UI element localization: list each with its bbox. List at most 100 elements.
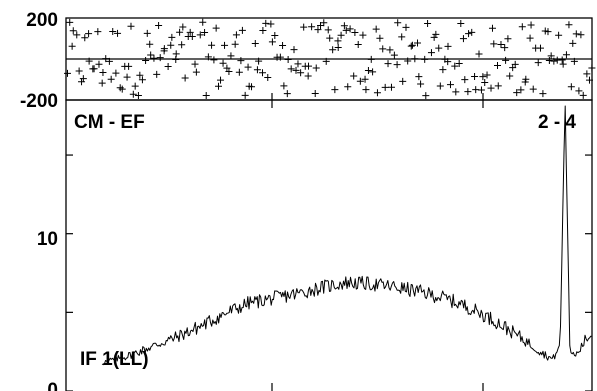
amplitude-x-ticks (271, 100, 484, 391)
phase-point (565, 21, 573, 29)
phase-point (379, 45, 387, 53)
phase-point (334, 37, 342, 45)
phase-ytick-label-top: 200 (26, 10, 58, 31)
phase-point (390, 51, 398, 59)
phase-point (235, 68, 243, 76)
phase-point (399, 77, 407, 85)
phase-point (238, 26, 246, 34)
phase-point (292, 66, 300, 74)
phase-point (506, 72, 514, 80)
phase-point (446, 81, 454, 89)
phase-point (75, 67, 83, 75)
phase-point (471, 72, 479, 80)
phase-point (337, 31, 345, 39)
phase-point (585, 76, 593, 84)
phase-point (287, 65, 295, 73)
phase-point (305, 62, 313, 70)
phase-point (164, 62, 172, 70)
phase-point (435, 44, 443, 52)
baseline-label: CM - EF (74, 112, 145, 133)
phase-point (468, 28, 476, 36)
phase-point (127, 22, 135, 30)
phase-point (550, 57, 558, 65)
phase-point (372, 25, 380, 33)
phase-point (464, 88, 472, 96)
if-polarization-label: IF 1(LL) (80, 349, 149, 370)
phase-point (502, 56, 510, 64)
phase-point (98, 79, 106, 87)
phase-point (329, 46, 337, 54)
phase-point (312, 64, 320, 72)
phase-point (350, 72, 358, 80)
phase-point (283, 90, 291, 98)
phase-point (202, 91, 210, 99)
phase-point (483, 71, 491, 79)
phase-point (417, 80, 425, 88)
phase-point (95, 60, 103, 68)
phase-point (411, 55, 419, 63)
phase-point (461, 76, 469, 84)
phase-point (156, 54, 164, 62)
phase-point (559, 60, 567, 68)
phase-point (331, 86, 339, 94)
phase-point (85, 57, 93, 65)
phase-point (290, 46, 298, 54)
phase-point (344, 83, 352, 91)
phase-point (237, 57, 245, 65)
phase-point (494, 62, 502, 70)
phase-point (369, 68, 377, 76)
phase-point (451, 62, 459, 70)
phase-point (562, 51, 570, 59)
phase-point (387, 83, 395, 91)
phase-point (294, 60, 302, 68)
phase-point (504, 35, 512, 43)
phase-point (394, 19, 402, 27)
phase-ytick-label-bottom: -200 (20, 91, 58, 112)
phase-point (284, 55, 292, 63)
phase-point (398, 33, 406, 41)
phase-point (544, 28, 552, 36)
phase-point (340, 22, 348, 30)
phase-point (210, 56, 218, 64)
phase-point (427, 49, 435, 57)
phase-point (160, 45, 168, 53)
phase-point (518, 23, 526, 31)
phase-point (199, 18, 207, 26)
phase-point (529, 85, 537, 93)
phase-point (424, 20, 432, 28)
phase-point (536, 44, 544, 52)
phase-point (342, 26, 350, 34)
phase-point (208, 41, 216, 49)
phase-point (490, 40, 498, 48)
phase-point (196, 31, 204, 39)
phase-point (63, 69, 71, 77)
phase-point (176, 28, 184, 36)
phase-point (326, 34, 334, 42)
phase-point (534, 59, 542, 67)
phase-point (188, 33, 196, 41)
phase-point (131, 82, 139, 90)
phase-point (304, 72, 312, 80)
phase-point (408, 41, 416, 49)
phase-point (477, 86, 485, 94)
phase-point (143, 29, 151, 37)
phase-point (147, 51, 155, 59)
phase-point (497, 40, 505, 48)
phase-point (381, 83, 389, 91)
phase-point (268, 38, 276, 46)
phase-point (255, 57, 263, 65)
phase-point (334, 43, 342, 51)
phase-point (488, 24, 496, 32)
phase-point (522, 75, 530, 83)
phase-point (436, 82, 444, 90)
phase-point (359, 31, 367, 39)
phase-x-ticks (271, 93, 484, 100)
phase-point (267, 20, 275, 28)
phase-point (311, 90, 319, 98)
phase-point (539, 90, 547, 98)
phase-point (69, 27, 77, 35)
phase-point (181, 74, 189, 82)
phase-point (356, 77, 364, 85)
phase-point (150, 54, 158, 62)
